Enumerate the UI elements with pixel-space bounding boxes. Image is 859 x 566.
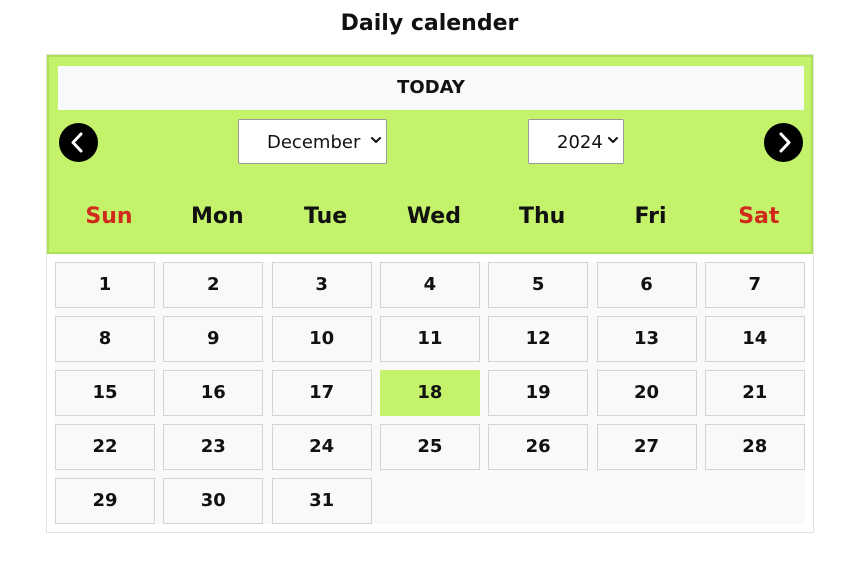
today-button[interactable]: TODAY bbox=[58, 66, 804, 110]
day-cell[interactable]: 9 bbox=[163, 316, 264, 362]
day-cell[interactable]: 7 bbox=[704, 262, 805, 308]
day-cell-selected[interactable]: 18 bbox=[379, 370, 480, 416]
day-cell[interactable]: 23 bbox=[163, 424, 264, 470]
year-select[interactable]: 2024 bbox=[528, 119, 624, 164]
day-cell[interactable]: 22 bbox=[55, 424, 155, 470]
page-title: Daily calender bbox=[340, 11, 519, 36]
weekday-row: Sun Mon Tue Wed Thu Fri Sat bbox=[49, 197, 815, 237]
day-cell[interactable]: 12 bbox=[488, 316, 589, 362]
day-cell[interactable]: 19 bbox=[488, 370, 589, 416]
day-cell[interactable]: 31 bbox=[271, 478, 372, 524]
next-month-button[interactable] bbox=[764, 123, 803, 162]
days-grid: 1 2 3 4 5 6 7 8 9 10 11 12 13 14 15 16 17 18 19 20 21 22 23 24 2… bbox=[55, 262, 805, 524]
day-cell[interactable]: 4 bbox=[379, 262, 480, 308]
calendar-header: TODAY December 2024 Sun Mon Tue Wed Thu Fri Sa… bbox=[47, 55, 813, 254]
day-cell[interactable]: 1 bbox=[55, 262, 155, 308]
chevron-down-icon bbox=[608, 137, 618, 143]
day-cell[interactable]: 15 bbox=[55, 370, 155, 416]
weekday-sat: Sat bbox=[738, 204, 780, 229]
calendar: TODAY December 2024 Sun Mon Tue Wed Thu Fri Sa… bbox=[46, 54, 814, 533]
day-cell[interactable]: 28 bbox=[704, 424, 805, 470]
day-cell[interactable]: 17 bbox=[271, 370, 372, 416]
day-cell[interactable]: 3 bbox=[271, 262, 372, 308]
day-cell[interactable]: 10 bbox=[271, 316, 372, 362]
weekday-tue: Tue bbox=[304, 204, 348, 229]
day-cell[interactable]: 6 bbox=[596, 262, 697, 308]
chevron-left-icon bbox=[71, 132, 83, 153]
previous-month-button[interactable] bbox=[59, 123, 98, 162]
day-cell[interactable]: 21 bbox=[704, 370, 805, 416]
chevron-right-icon bbox=[779, 132, 791, 153]
day-cell[interactable]: 30 bbox=[163, 478, 264, 524]
day-cell[interactable]: 5 bbox=[488, 262, 589, 308]
weekday-thu: Thu bbox=[519, 204, 566, 229]
day-cell[interactable]: 26 bbox=[488, 424, 589, 470]
day-cell[interactable]: 16 bbox=[163, 370, 264, 416]
weekday-fri: Fri bbox=[634, 204, 667, 229]
day-cell[interactable]: 24 bbox=[271, 424, 372, 470]
month-select-value: December bbox=[267, 132, 361, 153]
day-cell[interactable]: 25 bbox=[379, 424, 480, 470]
month-select[interactable]: December bbox=[238, 119, 387, 164]
day-cell[interactable]: 20 bbox=[596, 370, 697, 416]
chevron-down-icon bbox=[371, 137, 381, 143]
day-cell[interactable]: 11 bbox=[379, 316, 480, 362]
weekday-sun: Sun bbox=[85, 204, 133, 229]
day-cell[interactable]: 27 bbox=[596, 424, 697, 470]
year-select-value: 2024 bbox=[557, 132, 603, 153]
day-cell[interactable]: 8 bbox=[55, 316, 155, 362]
day-cell[interactable]: 29 bbox=[55, 478, 155, 524]
day-cell[interactable]: 13 bbox=[596, 316, 697, 362]
day-cell[interactable]: 2 bbox=[163, 262, 264, 308]
weekday-wed: Wed bbox=[406, 204, 461, 229]
day-cell[interactable]: 14 bbox=[704, 316, 805, 362]
weekday-mon: Mon bbox=[190, 204, 244, 229]
